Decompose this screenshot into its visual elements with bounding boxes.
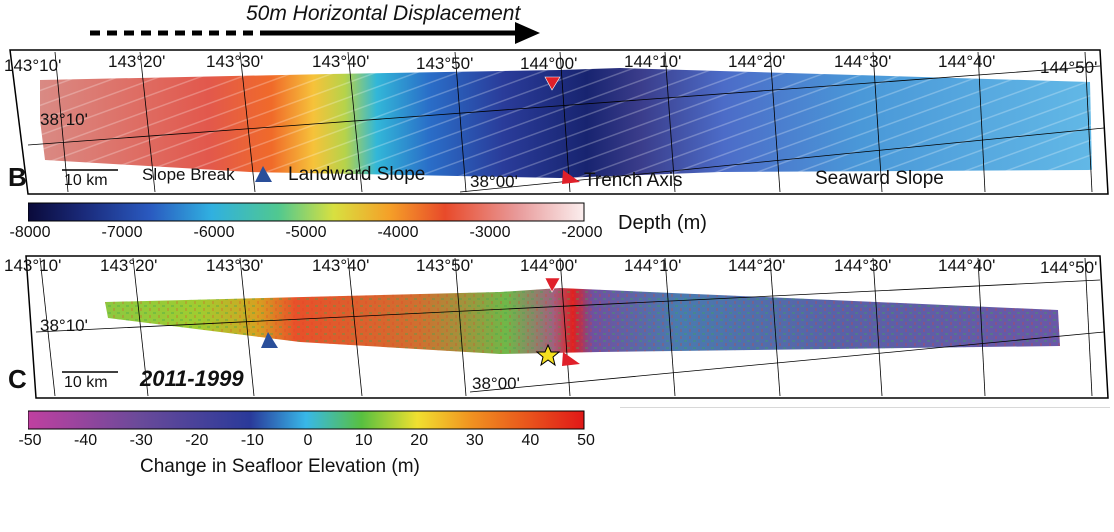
panel-c-lon-9: 144°40' — [938, 256, 996, 275]
panel-c-lon-1: 143°20' — [100, 256, 158, 275]
depth-tick-3: -5000 — [285, 224, 327, 241]
panel-c-lat-1: 38°00' — [472, 374, 520, 393]
change-tick-1: -40 — [74, 432, 98, 449]
panel-b-map — [9, 49, 1109, 195]
change-tick-3: -20 — [185, 432, 209, 449]
divider — [620, 407, 1110, 408]
panel-b-lat-0: 38°10' — [40, 110, 88, 129]
panel-b-lat-1: 38°00' — [470, 172, 518, 191]
panel-c-lat-0: 38°10' — [40, 316, 88, 335]
panel-c-lon-8: 144°30' — [834, 256, 892, 275]
trench-axis-label: Trench Axis — [584, 170, 683, 191]
change-tick-0: -50 — [18, 432, 42, 449]
panel-c-lon-7: 144°20' — [728, 256, 786, 275]
trench-marker-bottom-icon — [562, 170, 580, 184]
change-tick-4: -10 — [240, 432, 264, 449]
panel-c-letter: C — [8, 364, 27, 394]
panel-b-lon-10: 144°50' — [1040, 58, 1098, 77]
change-colorbar-ramp — [28, 410, 585, 430]
panel-b-lon-7: 144°20' — [728, 52, 786, 71]
displacement-label: 50m Horizontal Displacement — [246, 2, 521, 25]
trench-marker-c-bottom-icon — [562, 352, 580, 366]
depth-tick-5: -3000 — [469, 224, 511, 241]
panel-b: 143°10' 143°20' 143°30' 143°40' 143°50' … — [0, 0, 1114, 200]
depth-tick-2: -6000 — [193, 224, 235, 241]
panel-b-lon-3: 143°40' — [312, 52, 370, 71]
trench-marker-c-top-icon — [544, 277, 561, 293]
panel-b-lon-1: 143°20' — [108, 52, 166, 71]
change-tick-2: -30 — [129, 432, 153, 449]
panel-c-lon-0: 143°10' — [4, 256, 62, 275]
slope-break-marker-icon — [255, 166, 272, 182]
change-tick-10: 50 — [577, 432, 595, 449]
depth-tick-6: -2000 — [561, 224, 603, 241]
seaward-slope-label: Seaward Slope — [815, 168, 944, 189]
change-colorbar: -50 -40 -30 -20 -10 0 10 20 30 40 50 Cha… — [0, 406, 640, 482]
panel-b-lon-8: 144°30' — [834, 52, 892, 71]
displacement-header: 50m Horizontal Displacement — [0, 0, 1114, 46]
change-tick-9: 40 — [521, 432, 540, 449]
panel-c-lon-10: 144°50' — [1040, 258, 1098, 277]
change-tick-7: 20 — [410, 432, 429, 449]
panel-c: 143°10' 143°20' 143°30' 143°40' 143°50' … — [0, 242, 1114, 402]
slope-break-label: Slope Break — [142, 165, 235, 184]
star-icon — [535, 343, 561, 367]
period-label: 2011-1999 — [140, 366, 244, 391]
depth-tick-4: -4000 — [377, 224, 419, 241]
panel-c-lon-5: 144°00' — [520, 256, 578, 275]
panel-b-scale-label: 10 km — [64, 172, 108, 189]
depth-colorbar-title: Depth (m) — [618, 212, 707, 234]
panel-c-scale-label: 10 km — [64, 374, 108, 391]
panel-c-lon-6: 144°10' — [624, 256, 682, 275]
displacement-arrow-icon — [90, 22, 540, 44]
depth-colorbar: -8000 -7000 -6000 -5000 -4000 -3000 -200… — [0, 198, 760, 244]
panel-c-lon-2: 143°30' — [206, 256, 264, 275]
change-tick-5: 0 — [303, 432, 313, 449]
slope-break-marker-c-icon — [261, 332, 278, 348]
change-tick-6: 10 — [354, 432, 373, 449]
panel-c-lon-4: 143°50' — [416, 256, 474, 275]
panel-b-letter: B — [8, 162, 27, 192]
panel-b-lon-9: 144°40' — [938, 52, 996, 71]
depth-tick-0: -8000 — [9, 224, 51, 241]
panel-b-lon-4: 143°50' — [416, 54, 474, 73]
change-colorbar-title: Change in Seafloor Elevation (m) — [140, 456, 420, 477]
trench-marker-top-icon — [544, 76, 561, 91]
panel-b-lon-0: 143°10' — [4, 56, 62, 75]
change-tick-8: 30 — [465, 432, 484, 449]
depth-colorbar-ramp — [28, 202, 585, 222]
panel-b-lon-2: 143°30' — [206, 52, 264, 71]
landward-slope-label: Landward Slope — [288, 164, 426, 185]
panel-c-lon-3: 143°40' — [312, 256, 370, 275]
depth-tick-1: -7000 — [101, 224, 143, 241]
panel-b-lon-6: 144°10' — [624, 52, 682, 71]
panel-b-lon-5: 144°00' — [520, 54, 578, 73]
panel-c-map — [25, 255, 1109, 399]
